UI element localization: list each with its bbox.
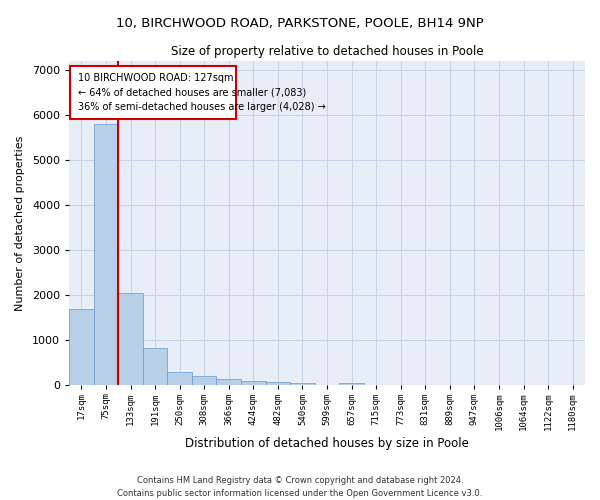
- Bar: [241, 380, 266, 386]
- Bar: [340, 383, 364, 386]
- X-axis label: Distribution of detached houses by size in Poole: Distribution of detached houses by size …: [185, 437, 469, 450]
- Text: 10 BIRCHWOOD ROAD: 127sqm
← 64% of detached houses are smaller (7,083)
36% of se: 10 BIRCHWOOD ROAD: 127sqm ← 64% of detac…: [77, 73, 325, 112]
- Bar: [167, 372, 192, 386]
- Bar: [143, 348, 167, 386]
- Bar: [217, 379, 241, 386]
- Bar: [69, 309, 94, 386]
- Text: Contains HM Land Registry data © Crown copyright and database right 2024.
Contai: Contains HM Land Registry data © Crown c…: [118, 476, 482, 498]
- Text: 10, BIRCHWOOD ROAD, PARKSTONE, POOLE, BH14 9NP: 10, BIRCHWOOD ROAD, PARKSTONE, POOLE, BH…: [116, 18, 484, 30]
- Bar: [192, 376, 217, 386]
- Title: Size of property relative to detached houses in Poole: Size of property relative to detached ho…: [171, 45, 484, 58]
- FancyBboxPatch shape: [70, 66, 236, 119]
- Bar: [266, 382, 290, 386]
- Bar: [118, 293, 143, 386]
- Y-axis label: Number of detached properties: Number of detached properties: [15, 136, 25, 310]
- Bar: [94, 124, 118, 386]
- Bar: [290, 383, 315, 386]
